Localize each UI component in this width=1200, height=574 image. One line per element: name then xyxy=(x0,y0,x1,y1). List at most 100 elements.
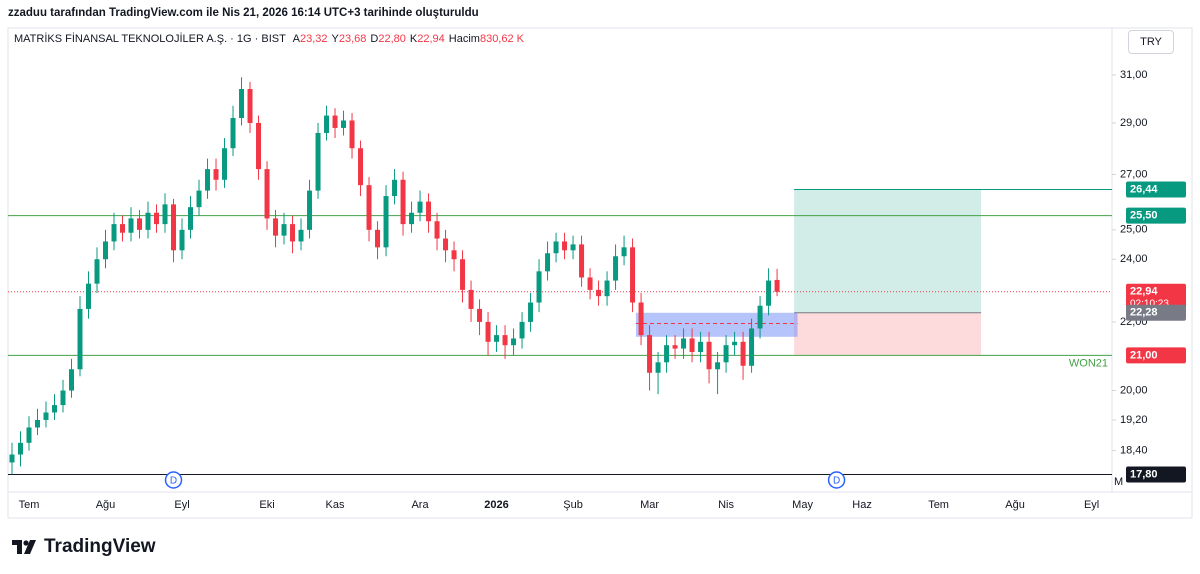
candle xyxy=(52,394,58,420)
candle-body xyxy=(128,218,134,233)
candle xyxy=(9,442,15,475)
currency-button[interactable]: TRY xyxy=(1128,30,1174,54)
candle-body xyxy=(630,247,636,303)
price-tag-label: 22,28 xyxy=(1130,307,1158,319)
candle-body xyxy=(740,341,746,366)
candle xyxy=(468,280,474,322)
candle xyxy=(256,115,262,180)
symbol: MATRİKS FİNANSAL TEKNOLOJİLER A.Ş. · 1G … xyxy=(14,33,286,45)
candle-body xyxy=(86,283,92,309)
x-tick-label: Haz xyxy=(852,499,872,511)
candle-body xyxy=(536,271,542,303)
candle-body xyxy=(120,224,126,233)
x-tick-label: 2026 xyxy=(484,499,508,511)
candle-body xyxy=(69,369,75,391)
ohlc-value: 22,80 xyxy=(378,33,406,45)
candle xyxy=(536,259,542,313)
candle xyxy=(494,325,500,352)
candle xyxy=(672,335,678,359)
candle xyxy=(154,204,160,233)
candle xyxy=(60,379,66,413)
candle xyxy=(358,140,364,197)
candle-body xyxy=(264,169,270,219)
candle-body xyxy=(307,190,313,230)
candle xyxy=(94,247,100,294)
candle xyxy=(630,238,636,313)
candle xyxy=(443,229,449,263)
stop-zone xyxy=(794,312,982,356)
candle xyxy=(511,328,517,356)
candle-body xyxy=(570,244,576,251)
candle xyxy=(324,105,330,141)
ohlc-value: 23,32 xyxy=(300,33,328,45)
candle-body xyxy=(434,221,440,239)
candle-body xyxy=(672,345,678,349)
candle-body xyxy=(315,132,321,191)
attribution: zzaduu tarafından TradingView.com ile Ni… xyxy=(8,7,479,19)
candle-body xyxy=(766,280,772,306)
candle-body xyxy=(621,247,627,257)
candle xyxy=(477,299,483,336)
marker-circle xyxy=(164,471,183,489)
candle xyxy=(706,331,712,384)
symbol-legend: MATRİKS FİNANSAL TEKNOLOJİLER A.Ş. · 1G … xyxy=(14,33,524,45)
dividend-marker[interactable]: D xyxy=(164,471,183,489)
candle xyxy=(111,212,117,251)
candle-body xyxy=(9,454,15,463)
candle xyxy=(264,161,270,230)
candle-body xyxy=(715,362,721,370)
candle-body xyxy=(154,212,160,225)
candle-body xyxy=(366,185,372,230)
ohlc-key: A xyxy=(292,33,301,45)
x-tick-label: Mar xyxy=(640,499,659,511)
ohlc-key: Y xyxy=(331,33,339,45)
candle-body xyxy=(732,341,738,346)
candle xyxy=(230,105,236,156)
price-tag-label: 22,94 xyxy=(1130,286,1158,298)
candle xyxy=(307,179,313,239)
x-tick-label: Tem xyxy=(19,499,40,511)
candle xyxy=(290,215,296,254)
candle-body xyxy=(468,289,474,309)
price-tag-label: 21,00 xyxy=(1130,349,1158,361)
y-tick-label: 24,00 xyxy=(1120,253,1148,265)
x-tick-label: Nis xyxy=(718,499,734,511)
candle xyxy=(400,171,406,236)
candle xyxy=(451,241,457,272)
candle-body xyxy=(477,308,483,322)
dividend-marker[interactable]: D xyxy=(827,471,846,489)
candle xyxy=(128,207,134,242)
candle xyxy=(18,431,24,467)
candle-body xyxy=(664,345,670,363)
candle-body xyxy=(596,289,602,297)
ohlc-key: K xyxy=(409,33,418,45)
candle-body xyxy=(230,118,236,149)
candle-body xyxy=(196,190,202,208)
candle xyxy=(162,193,168,233)
candle-body xyxy=(349,120,355,149)
candle-body xyxy=(171,204,177,251)
candle xyxy=(43,401,49,428)
line-label: WON21 xyxy=(1069,357,1108,369)
candle xyxy=(171,198,177,263)
candle-body xyxy=(273,218,279,236)
candle-body xyxy=(290,224,296,242)
candle-body xyxy=(383,196,389,248)
x-tick-label: Ağu xyxy=(96,499,116,511)
candle-body xyxy=(426,201,432,222)
candle xyxy=(698,331,704,363)
candle-body xyxy=(528,302,534,322)
candle xyxy=(392,169,398,205)
y-tick-label: 27,00 xyxy=(1120,168,1148,180)
logo-text: TradingView xyxy=(44,536,156,557)
candle xyxy=(417,190,423,222)
candle xyxy=(341,110,347,136)
candle xyxy=(137,209,143,239)
candle xyxy=(196,179,202,216)
y-tick-label: 29,00 xyxy=(1120,117,1148,129)
candle xyxy=(689,328,695,363)
candle-body xyxy=(111,224,117,242)
candle xyxy=(621,235,627,266)
